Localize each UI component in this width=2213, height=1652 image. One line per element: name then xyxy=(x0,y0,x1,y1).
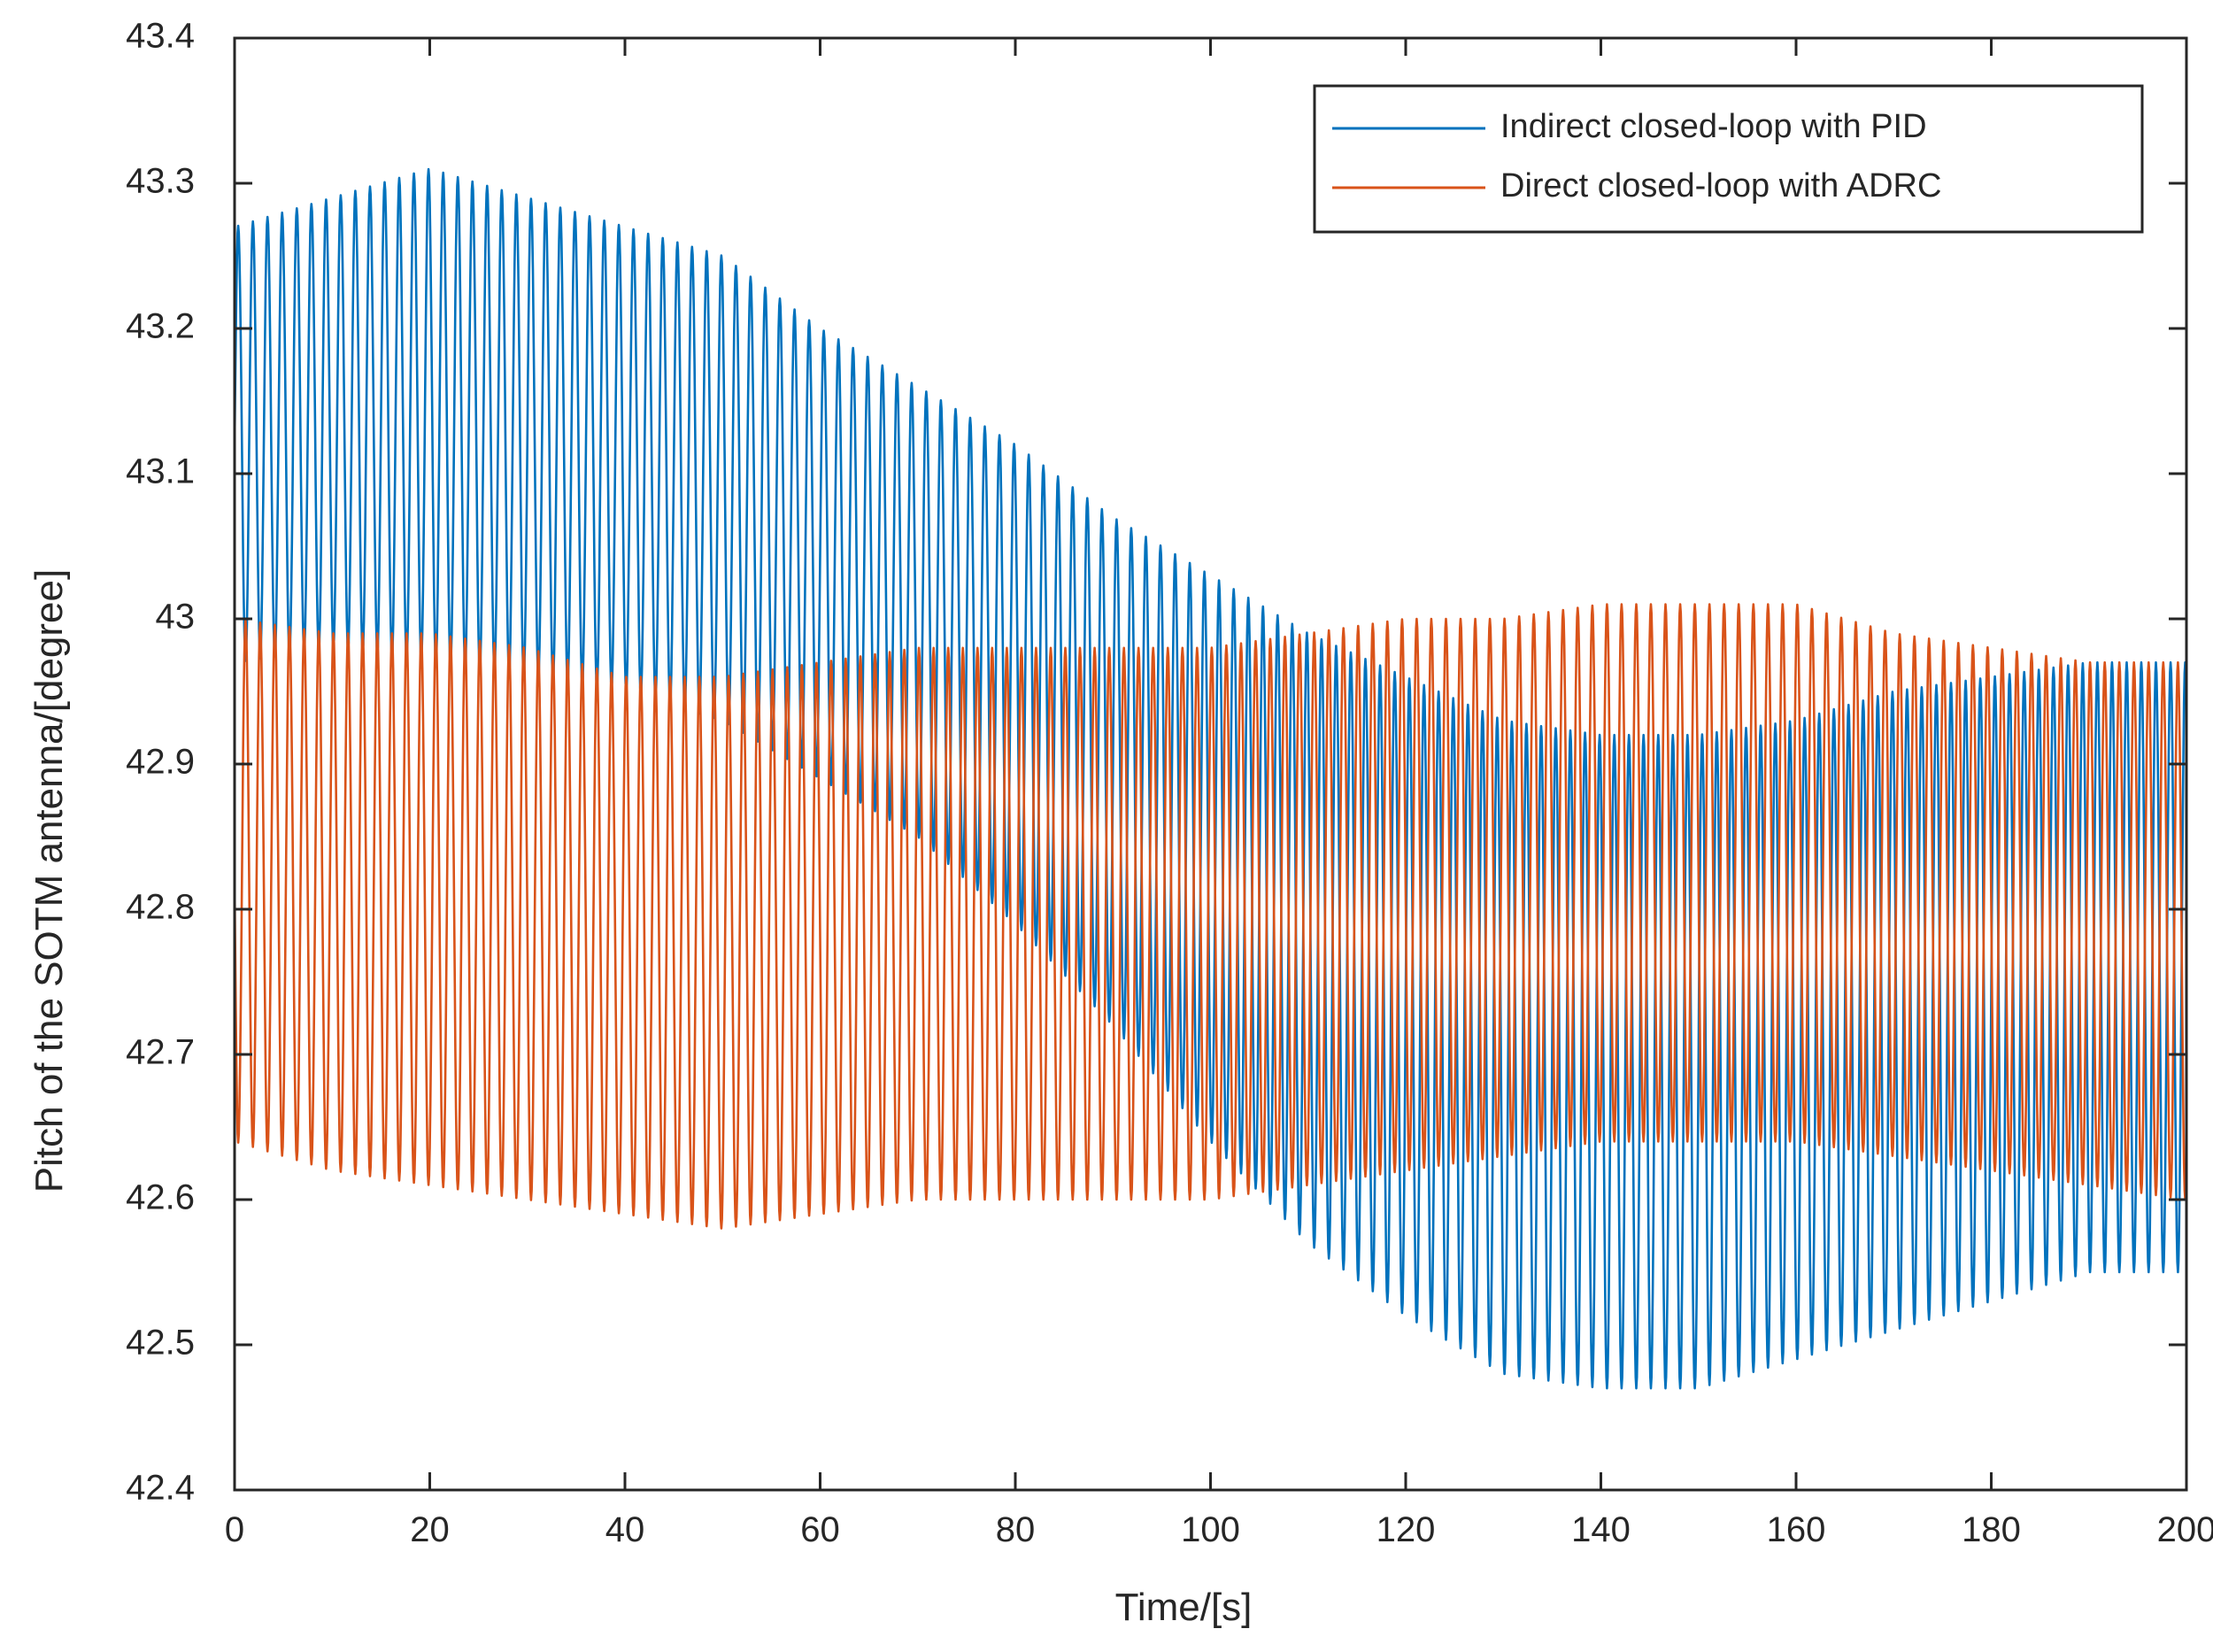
y-tick-label: 43.4 xyxy=(126,17,195,56)
series-layer xyxy=(233,167,2188,1390)
y-tick-label: 42.6 xyxy=(126,1178,195,1217)
y-tick-label: 43.1 xyxy=(126,452,195,491)
x-tick-label: 20 xyxy=(410,1510,450,1549)
series-line-adrc xyxy=(233,603,2188,1230)
series-line-pid xyxy=(233,167,2188,1390)
x-axis-title: Time/[s] xyxy=(1115,1586,1253,1629)
y-tick-label: 43 xyxy=(156,598,196,637)
y-tick-label: 43.3 xyxy=(126,162,195,201)
y-tick-label: 42.9 xyxy=(126,743,195,782)
y-tick-label: 42.4 xyxy=(126,1469,195,1508)
x-tick-label: 120 xyxy=(1376,1510,1436,1549)
y-axis-title: Pitch of the SOTM antenna/[degree] xyxy=(27,569,71,1193)
x-tick-label: 0 xyxy=(225,1510,244,1549)
x-tick-label: 160 xyxy=(1767,1510,1826,1549)
legend: Indirect closed-loop with PID Direct clo… xyxy=(1313,84,2144,234)
y-tick-label: 42.5 xyxy=(126,1324,195,1363)
x-tick-label: 140 xyxy=(1571,1510,1631,1549)
legend-box xyxy=(1313,84,2144,234)
x-tick-label: 200 xyxy=(2157,1510,2213,1549)
x-tick-label: 100 xyxy=(1181,1510,1240,1549)
legend-label-adrc: Direct closed-loop with ADRC xyxy=(1500,167,1941,205)
x-tick-label: 40 xyxy=(605,1510,645,1549)
y-tick-label: 43.2 xyxy=(126,307,195,346)
y-tick-label: 42.7 xyxy=(126,1033,195,1072)
tick-layer: 0 20 40 60 80 100 120 140 160 180 200 42.4 42.5 42.6 4… xyxy=(126,17,2213,1549)
x-tick-label: 60 xyxy=(800,1510,840,1549)
legend-label-pid: Indirect closed-loop with PID xyxy=(1500,108,1927,145)
x-tick-label: 180 xyxy=(1962,1510,2021,1549)
y-tick-label: 42.8 xyxy=(126,888,195,927)
x-tick-label: 80 xyxy=(996,1510,1036,1549)
